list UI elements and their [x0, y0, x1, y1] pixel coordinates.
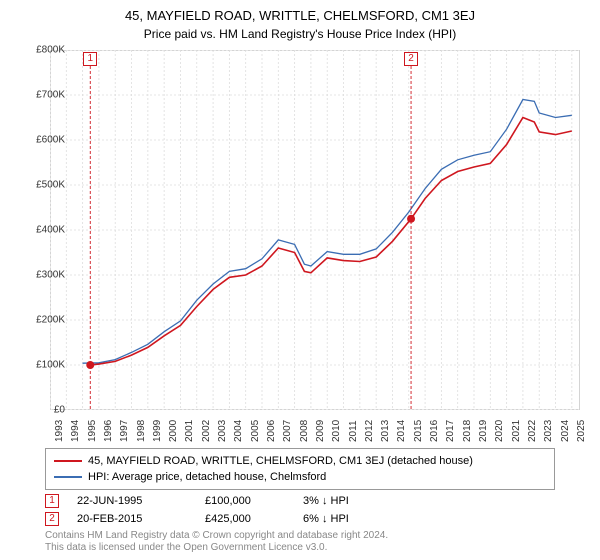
x-tick-label: 2019 — [478, 420, 489, 442]
sale-date: 22-JUN-1995 — [77, 495, 187, 507]
sale-price: £425,000 — [205, 513, 285, 525]
x-tick-label: 1999 — [152, 420, 163, 442]
x-tick-label: 2018 — [462, 420, 473, 442]
x-tick-label: 1995 — [87, 420, 98, 442]
footer-attribution: Contains HM Land Registry data © Crown c… — [45, 530, 388, 554]
x-tick-label: 2012 — [364, 420, 375, 442]
sale-row-marker: 1 — [45, 494, 59, 508]
sale-marker-box: 1 — [83, 52, 97, 66]
x-tick-label: 2006 — [266, 420, 277, 442]
sale-row: 2 20-FEB-2015 £425,000 6% ↓ HPI — [45, 510, 555, 528]
legend-label: 45, MAYFIELD ROAD, WRITTLE, CHELMSFORD, … — [88, 453, 473, 469]
x-tick-label: 2013 — [380, 420, 391, 442]
sales-table: 1 22-JUN-1995 £100,000 3% ↓ HPI 2 20-FEB-2015… — [45, 492, 555, 528]
x-tick-label: 1997 — [119, 420, 130, 442]
x-tick-label: 2021 — [511, 420, 522, 442]
sale-vs-hpi: 6% ↓ HPI — [303, 513, 423, 525]
sale-row: 1 22-JUN-1995 £100,000 3% ↓ HPI — [45, 492, 555, 510]
y-tick-label: £200K — [36, 315, 65, 326]
x-tick-label: 2009 — [315, 420, 326, 442]
y-tick-label: £300K — [36, 270, 65, 281]
x-tick-label: 2016 — [429, 420, 440, 442]
y-tick-label: £700K — [36, 90, 65, 101]
legend-item: 45, MAYFIELD ROAD, WRITTLE, CHELMSFORD, … — [54, 453, 546, 469]
chart-plot-area — [50, 50, 580, 410]
footer-line: Contains HM Land Registry data © Crown c… — [45, 530, 388, 542]
x-tick-label: 2022 — [527, 420, 538, 442]
y-tick-label: £500K — [36, 180, 65, 191]
x-tick-label: 2010 — [331, 420, 342, 442]
x-tick-label: 2001 — [184, 420, 195, 442]
x-tick-label: 2002 — [201, 420, 212, 442]
chart-svg — [50, 50, 580, 410]
x-tick-label: 2025 — [576, 420, 587, 442]
sale-date: 20-FEB-2015 — [77, 513, 187, 525]
y-tick-label: £0 — [54, 405, 65, 416]
x-tick-label: 2008 — [299, 420, 310, 442]
sale-row-marker: 2 — [45, 512, 59, 526]
chart-subtitle: Price paid vs. HM Land Registry's House … — [0, 23, 600, 41]
x-tick-label: 2014 — [396, 420, 407, 442]
x-tick-label: 1993 — [54, 420, 65, 442]
legend-swatch — [54, 476, 82, 478]
footer-line: This data is licensed under the Open Gov… — [45, 542, 388, 554]
y-tick-label: £800K — [36, 45, 65, 56]
x-tick-label: 2007 — [282, 420, 293, 442]
legend-item: HPI: Average price, detached house, Chel… — [54, 469, 546, 485]
x-tick-label: 2020 — [494, 420, 505, 442]
legend-label: HPI: Average price, detached house, Chel… — [88, 469, 326, 485]
x-tick-label: 2011 — [348, 420, 359, 442]
x-tick-label: 2015 — [413, 420, 424, 442]
chart-title: 45, MAYFIELD ROAD, WRITTLE, CHELMSFORD, … — [0, 0, 600, 23]
x-tick-label: 2017 — [445, 420, 456, 442]
sale-marker-box: 2 — [404, 52, 418, 66]
x-tick-label: 1996 — [103, 420, 114, 442]
y-tick-label: £600K — [36, 135, 65, 146]
sale-vs-hpi: 3% ↓ HPI — [303, 495, 423, 507]
legend: 45, MAYFIELD ROAD, WRITTLE, CHELMSFORD, … — [45, 448, 555, 490]
legend-swatch — [54, 460, 82, 462]
y-tick-label: £100K — [36, 360, 65, 371]
x-tick-label: 2000 — [168, 420, 179, 442]
x-tick-label: 2005 — [250, 420, 261, 442]
x-tick-label: 1998 — [136, 420, 147, 442]
x-tick-label: 2023 — [543, 420, 554, 442]
x-tick-label: 2004 — [233, 420, 244, 442]
x-tick-label: 1994 — [70, 420, 81, 442]
x-tick-label: 2024 — [560, 420, 571, 442]
y-tick-label: £400K — [36, 225, 65, 236]
sale-price: £100,000 — [205, 495, 285, 507]
x-tick-label: 2003 — [217, 420, 228, 442]
